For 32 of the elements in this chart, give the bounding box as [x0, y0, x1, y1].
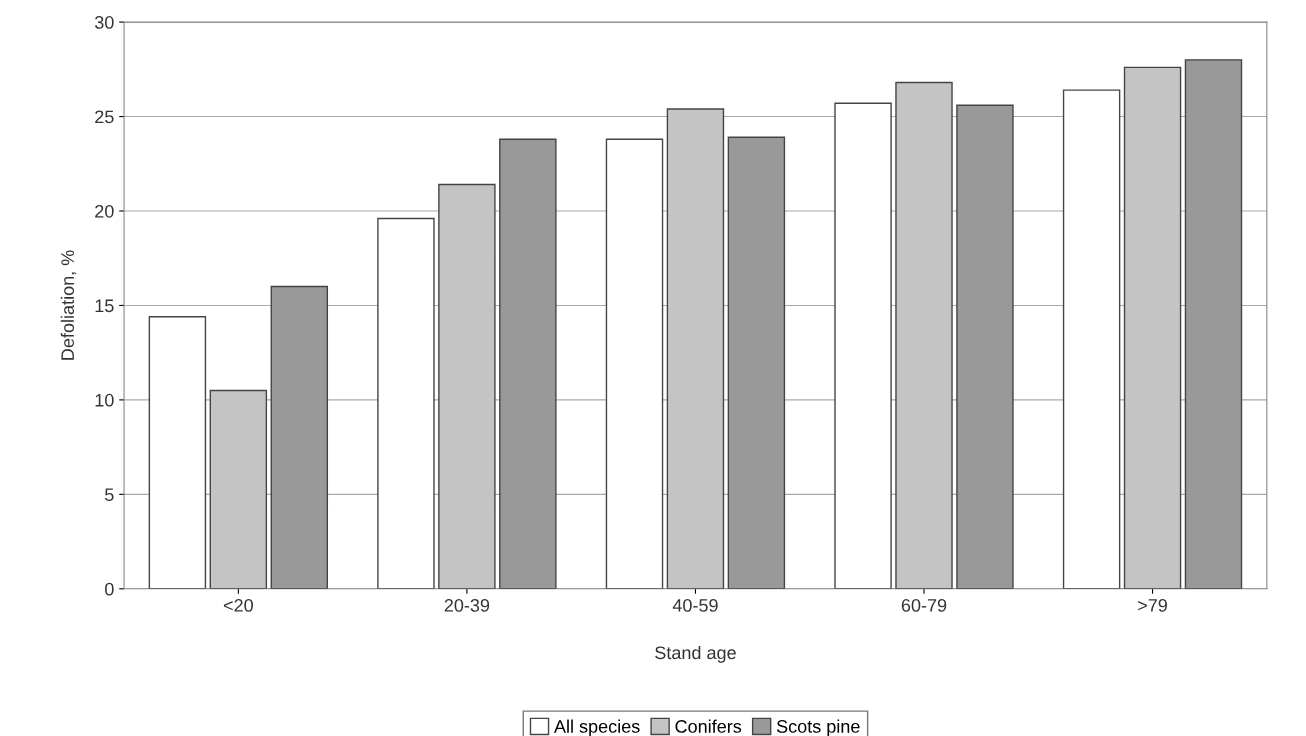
y-tick-label: 10	[95, 393, 114, 407]
bar	[834, 102, 892, 589]
x-tick-label: 60-79	[901, 599, 947, 612]
y-tick-label: 30	[94, 16, 114, 29]
bar	[1062, 89, 1121, 589]
y-axis-title: Defoliation, %	[60, 250, 77, 360]
y-tick-label: 5	[105, 488, 114, 502]
y-tick-label: 20	[95, 204, 114, 218]
bar	[377, 217, 435, 589]
x-axis-title: Stand age	[655, 645, 736, 663]
bar	[1184, 59, 1243, 589]
bar	[956, 104, 1014, 589]
bar	[438, 183, 496, 589]
legend-label: All species	[554, 719, 640, 736]
legend-label: Conifers	[675, 719, 742, 733]
bar	[148, 316, 207, 589]
y-tick-label: 15	[95, 299, 114, 313]
bar	[895, 81, 953, 589]
x-tick-label: 20-39	[444, 599, 490, 612]
bar	[209, 389, 268, 589]
x-tick-label: 40-59	[672, 599, 718, 612]
legend-label: Scots pine	[776, 719, 860, 736]
bar	[1123, 66, 1182, 589]
bar	[605, 138, 664, 589]
x-tick-label: <20	[223, 599, 253, 612]
y-tick-label: 25	[95, 110, 114, 124]
bar	[666, 108, 725, 589]
x-tick-label: >79	[1138, 599, 1167, 612]
y-tick-label: 0	[105, 582, 114, 596]
bar	[270, 285, 329, 589]
bar	[499, 138, 557, 589]
bar	[727, 136, 786, 589]
